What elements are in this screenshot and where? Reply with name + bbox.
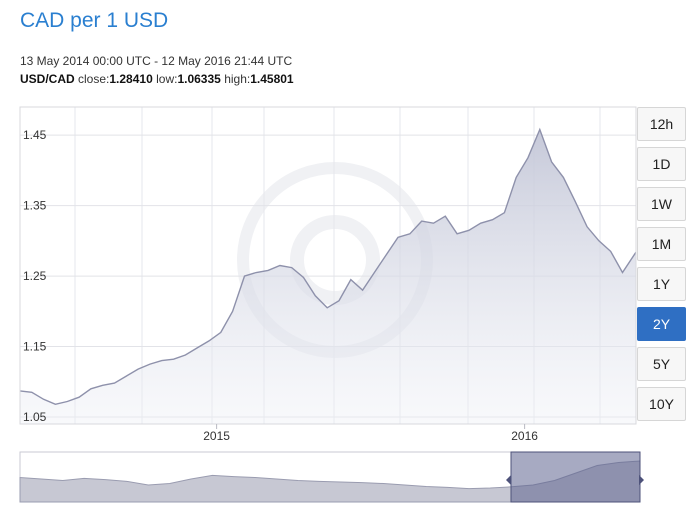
rate-line [19, 127, 637, 406]
period-button-1y[interactable]: 1Y [637, 267, 686, 301]
chart-title: CAD per 1 USD [20, 9, 169, 32]
low-value: 1.06335 [177, 72, 221, 86]
period-button-2y[interactable]: 2Y [637, 307, 686, 341]
close-label: close: [78, 72, 110, 86]
y-tick-label: 1.25 [23, 269, 47, 283]
period-selector: 12h 1D 1W 1M 1Y 2Y 5Y 10Y [637, 107, 686, 427]
period-button-10y[interactable]: 10Y [637, 387, 686, 421]
rate-stats: USD/CAD close:1.28410 low:1.06335 high:1… [20, 72, 294, 86]
y-tick-label: 1.45 [23, 128, 47, 142]
rate-area [20, 129, 636, 424]
navigator[interactable] [19, 451, 644, 503]
chart-axes: 1.05 1.15 1.25 1.35 1.45 2015 2016 [19, 106, 637, 443]
period-button-1m[interactable]: 1M [637, 227, 686, 261]
high-value: 1.45801 [250, 72, 294, 86]
x-tick-label: 2015 [203, 429, 230, 443]
period-button-1d[interactable]: 1D [637, 147, 686, 181]
navigator-right-handle-icon[interactable] [639, 475, 644, 485]
low-label: low: [156, 72, 178, 86]
x-tick-label: 2016 [511, 429, 538, 443]
period-button-5y[interactable]: 5Y [637, 347, 686, 381]
currency-pair: USD/CAD [20, 72, 75, 86]
y-tick-label: 1.05 [23, 410, 47, 424]
close-value: 1.28410 [109, 72, 153, 86]
period-button-1w[interactable]: 1W [637, 187, 686, 221]
high-label: high: [224, 72, 251, 86]
plot-area [19, 127, 637, 424]
date-range: 13 May 2014 00:00 UTC - 12 May 2016 21:4… [20, 54, 293, 68]
navigator-left-handle-icon[interactable] [506, 475, 511, 485]
plot-frame [19, 106, 637, 425]
navigator-selection[interactable] [510, 451, 641, 503]
y-tick-label: 1.35 [23, 199, 47, 213]
y-tick-label: 1.15 [23, 340, 47, 354]
period-button-12h[interactable]: 12h [637, 107, 686, 141]
